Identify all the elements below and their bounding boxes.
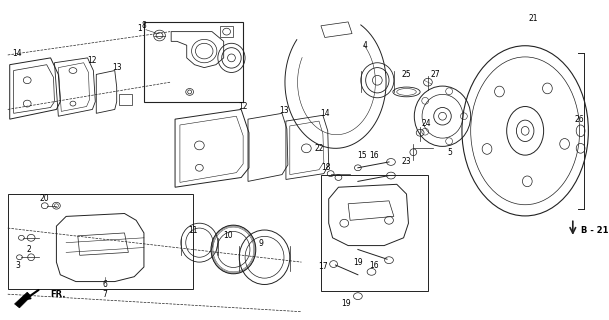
Text: 19: 19 <box>342 300 351 308</box>
Text: 4: 4 <box>362 41 367 50</box>
Text: 9: 9 <box>258 239 263 248</box>
Bar <box>220 26 233 37</box>
Text: 20: 20 <box>40 195 49 204</box>
Bar <box>144 22 243 102</box>
Text: 23: 23 <box>402 157 411 166</box>
Text: 13: 13 <box>279 106 289 115</box>
Text: 19: 19 <box>353 258 363 267</box>
Text: 16: 16 <box>370 151 379 160</box>
Text: 14: 14 <box>13 49 23 58</box>
Text: 18: 18 <box>321 163 331 172</box>
Polygon shape <box>15 292 31 308</box>
Text: 25: 25 <box>402 70 411 79</box>
Text: 12: 12 <box>88 56 97 65</box>
Text: 11: 11 <box>188 226 197 235</box>
Text: 17: 17 <box>318 262 328 271</box>
Text: 1: 1 <box>138 24 143 33</box>
Text: 5: 5 <box>447 148 452 157</box>
Text: B - 21: B - 21 <box>580 226 608 235</box>
Text: 10: 10 <box>223 231 233 240</box>
Text: FR.: FR. <box>51 290 66 299</box>
Text: 8: 8 <box>141 21 146 30</box>
Text: 24: 24 <box>421 118 431 128</box>
Text: 15: 15 <box>357 151 367 160</box>
Text: 26: 26 <box>575 115 585 124</box>
Text: 16: 16 <box>370 260 379 269</box>
Bar <box>321 175 428 291</box>
Text: 14: 14 <box>320 109 329 118</box>
Text: 21: 21 <box>528 14 538 23</box>
Text: 6: 6 <box>102 280 107 289</box>
Text: 3: 3 <box>15 260 20 269</box>
Text: 7: 7 <box>102 290 107 299</box>
Bar <box>119 94 132 105</box>
Bar <box>8 194 192 289</box>
Text: 12: 12 <box>238 102 248 111</box>
Text: 22: 22 <box>314 144 324 153</box>
Text: 2: 2 <box>27 245 32 254</box>
Text: 13: 13 <box>112 63 122 72</box>
Text: 27: 27 <box>431 70 440 79</box>
